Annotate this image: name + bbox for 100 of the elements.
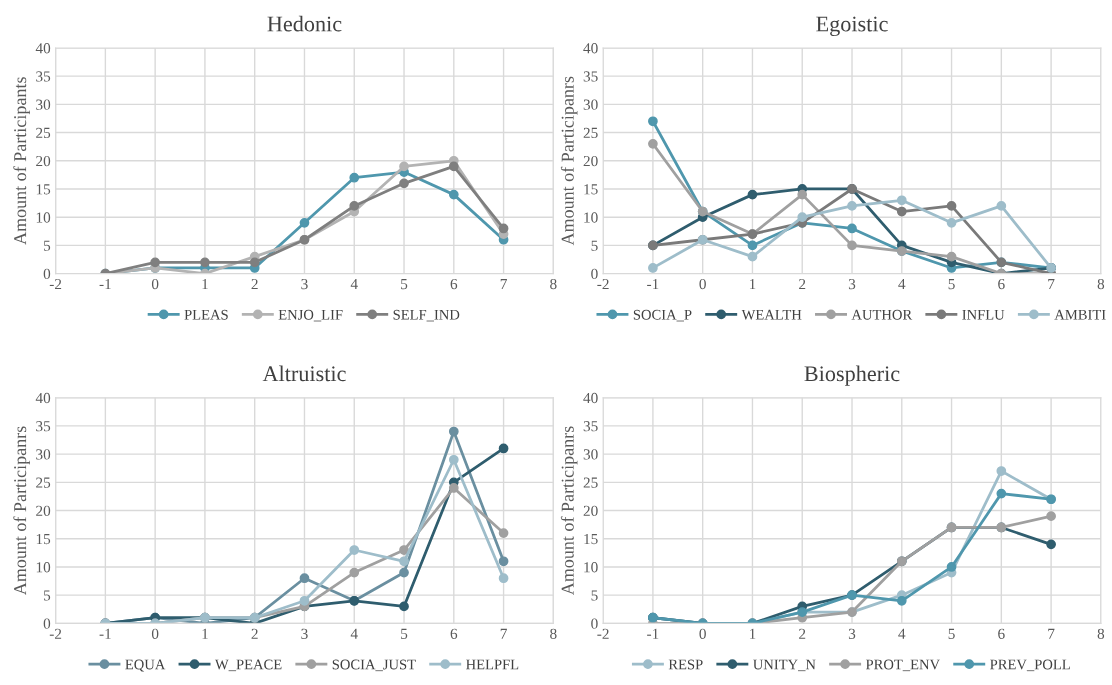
legend-label: SOCIA_P [633,309,692,322]
legend-label: PLEAS [184,309,228,320]
x-tick-label: 4 [898,279,906,290]
y-tick-label: 20 [36,505,51,516]
legend-label: SOCIA_JUST [332,659,416,672]
point [200,257,210,268]
legend-label: W_PEACE [214,659,282,672]
x-tick-label: 7 [500,628,507,639]
point [299,217,310,228]
y-tick-label: 40 [583,43,598,54]
point [996,488,1007,499]
point [1046,511,1056,522]
x-tick-label: 8 [1097,278,1105,290]
x-tick-label: 1 [202,628,208,639]
y-axis-title: Amount of Participanrs [13,426,30,596]
x-tick-label: 0 [151,278,159,290]
y-tick-label: 35 [36,71,51,82]
x-tick-label: 3 [848,628,856,639]
point [150,257,161,268]
point [448,454,459,465]
point [996,466,1007,476]
y-tick-label: 10 [36,562,51,573]
point [249,257,260,268]
y-tick-label: 10 [584,562,598,573]
legend-label: INFLU [962,309,1005,320]
y-tick-label: 35 [583,421,598,432]
x-tick-label: -1 [99,628,111,639]
legend-label: PROT_ENV [865,659,940,672]
point [498,528,509,538]
x-tick-label: -1 [647,628,659,639]
point [399,161,409,172]
y-tick-label: 20 [36,155,51,167]
y-tick-label: 15 [584,533,598,545]
y-tick-label: 40 [583,392,598,404]
point [399,567,409,578]
point [498,556,509,567]
x-tick-label: 6 [450,628,458,639]
point [896,595,907,606]
point [349,172,360,183]
point [299,573,310,584]
point [648,116,658,127]
point [648,263,658,273]
y-tick-label: 20 [583,155,598,167]
point [399,601,409,612]
x-tick-label: 2 [799,628,806,639]
x-tick-label: 4 [350,628,358,639]
point [896,206,907,217]
x-tick-label: -2 [49,628,62,639]
point [797,189,808,200]
point [448,483,459,493]
point [847,223,857,234]
point [946,201,957,211]
y-tick-label: 30 [583,449,598,460]
point [399,178,409,189]
x-tick-label: 6 [998,628,1005,639]
point [448,189,459,200]
y-tick-label: 5 [43,240,51,251]
point [498,223,509,234]
legend-label: WEALTH [741,309,802,320]
x-tick-label: 4 [898,628,906,639]
point [648,138,658,149]
y-tick-label: 15 [36,184,51,195]
y-tick-label: 0 [43,618,51,629]
x-tick-label: 4 [350,279,358,290]
y-tick-label: 10 [36,212,51,223]
x-tick-label: 0 [699,278,706,290]
chart-title: Altruistic [262,365,346,382]
legend-label: UNITY_N [753,659,816,672]
x-tick-label: -2 [597,278,609,290]
y-tick-label: 30 [36,99,51,110]
point [498,443,509,454]
point [349,201,360,211]
x-tick-label: 2 [251,278,258,290]
y-tick-label: 25 [583,127,598,139]
point [747,240,758,251]
y-tick-label: 15 [36,533,51,545]
y-tick-label: 25 [36,127,51,139]
x-tick-label: 5 [401,628,408,639]
x-tick-label: 5 [401,279,408,290]
chart-title: Hedonic [267,15,342,32]
y-axis-title: Amount of Participanrs [560,426,578,596]
x-tick-label: 3 [301,278,308,290]
legend-label: SELF_IND [393,309,460,322]
y-tick-label: 5 [591,590,598,601]
legend-label: HELPFL [466,659,519,670]
legend-label: EQUA [125,659,166,672]
y-tick-label: 30 [36,449,51,460]
point [299,595,310,606]
y-tick-label: 25 [36,477,51,488]
y-tick-label: 35 [583,71,598,82]
y-tick-label: 0 [591,268,598,280]
legend-label: PREV_POLL [990,659,1070,672]
y-tick-label: 35 [36,421,51,432]
x-tick-label: 6 [998,278,1005,290]
point [896,195,907,206]
x-tick-label: -1 [99,278,111,290]
legend-label: AMBITI [1054,309,1106,320]
point [946,217,957,228]
y-tick-label: 25 [583,477,598,488]
chart-title: Biospheric [804,365,900,386]
